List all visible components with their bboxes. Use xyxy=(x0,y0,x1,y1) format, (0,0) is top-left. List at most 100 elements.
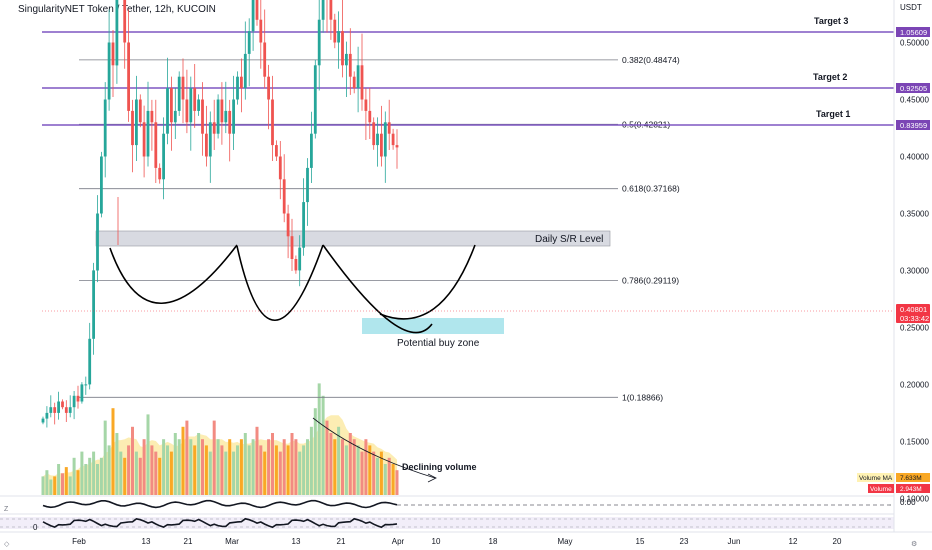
candle-body xyxy=(181,76,185,100)
volume-bar xyxy=(286,445,290,495)
candle-body xyxy=(352,76,356,89)
candle-body xyxy=(154,122,158,168)
volume-bar xyxy=(119,451,123,495)
fib-level-label: 1(0.18866) xyxy=(622,392,663,402)
candle-body xyxy=(286,213,290,237)
candle-body xyxy=(232,99,235,134)
candle-body xyxy=(337,31,340,43)
oscillator-line-1 xyxy=(42,499,398,509)
candle-body xyxy=(271,99,274,146)
volume-bar xyxy=(379,451,383,495)
price-axis[interactable]: 0.950000.900000.850000.800000.750000.700… xyxy=(33,0,929,550)
candle-body xyxy=(348,53,352,77)
volume-bar xyxy=(103,420,107,495)
buy-zone-label: Potential buy zone xyxy=(397,338,480,349)
countdown-value: 03:33:42 xyxy=(900,314,929,323)
declining-volume-arrow xyxy=(312,417,436,479)
fib-level-label: 0.618(0.37168) xyxy=(622,184,680,194)
volume-bar xyxy=(88,457,92,495)
volume-bar xyxy=(274,445,278,495)
volume-bar xyxy=(348,433,352,495)
target-price-value: 0.92505 xyxy=(900,84,927,93)
candle-body xyxy=(313,65,317,134)
volume-bar xyxy=(142,439,146,495)
time-tick-label: May xyxy=(557,537,572,546)
fib-level-label: 0.786(0.29119) xyxy=(622,276,679,286)
oscillator-line-2 xyxy=(42,517,398,529)
arc-right-down xyxy=(322,244,433,334)
volume-bar xyxy=(372,451,376,495)
volume-bar xyxy=(127,445,131,495)
candle-body xyxy=(368,110,372,123)
time-tick-label: 10 xyxy=(432,537,441,546)
target-price-value: 0.83959 xyxy=(900,121,927,130)
volume-ma-label: Volume MA xyxy=(859,475,893,482)
candle-body xyxy=(208,122,212,157)
volume-bar xyxy=(294,439,298,495)
zoom-icon[interactable]: Z xyxy=(4,506,9,513)
volume-bar xyxy=(49,479,53,495)
candle-body xyxy=(329,0,333,20)
volume-bar xyxy=(99,457,103,495)
volume-bar xyxy=(290,433,294,495)
volume-bar xyxy=(247,445,251,495)
volume-value: 2.943M xyxy=(900,486,922,493)
candle-body xyxy=(146,110,150,157)
volume-bar xyxy=(298,451,302,495)
volume-bar xyxy=(41,476,45,495)
volume-bar xyxy=(208,451,212,495)
volume-bar xyxy=(368,445,372,495)
time-axis[interactable]: Feb 13 21 Mar 13 21 Apr 10 18 May 15 23 Jun 12 20 xyxy=(72,537,842,546)
candles xyxy=(41,0,399,428)
volume-bar xyxy=(173,433,177,495)
candle-body xyxy=(131,110,134,146)
volume-bar xyxy=(337,426,341,495)
candle-body xyxy=(310,133,313,168)
volume-bar xyxy=(96,464,99,495)
settings-icon[interactable]: ⚙ xyxy=(911,540,917,548)
volume-bar xyxy=(169,451,173,495)
volume-bar xyxy=(68,476,72,495)
candle-body xyxy=(45,412,49,419)
volume-bar xyxy=(395,470,399,495)
volume-bar xyxy=(53,476,57,495)
candle-body xyxy=(224,110,228,123)
candle-body xyxy=(364,99,368,111)
candle-body xyxy=(84,384,88,386)
volume-bar xyxy=(309,426,313,495)
candle-body xyxy=(72,395,76,408)
collapse-icon[interactable]: ◇ xyxy=(4,541,10,548)
candle-body xyxy=(263,42,267,77)
volume-bar xyxy=(267,439,271,495)
oscillator-panes xyxy=(0,495,894,529)
volume-bar xyxy=(181,426,185,495)
target-label: Target 2 xyxy=(813,72,847,82)
candle-body xyxy=(166,88,169,134)
volume-bar xyxy=(193,445,197,495)
candle-body xyxy=(189,88,193,123)
volume-bar xyxy=(154,451,158,495)
volume-bar xyxy=(57,464,61,495)
price-tick-label: 0.15000 xyxy=(900,437,929,446)
candle-body xyxy=(306,167,309,203)
candle-body xyxy=(197,99,200,111)
candle-body xyxy=(275,145,278,157)
candle-body xyxy=(185,99,189,123)
candle-body xyxy=(173,110,177,123)
candle-body xyxy=(282,179,286,214)
volume-bar xyxy=(216,439,220,495)
candle-body xyxy=(57,401,60,413)
candle-body xyxy=(135,99,138,146)
volume-bar xyxy=(185,420,189,495)
volume-bar xyxy=(107,445,111,495)
volume-bar xyxy=(313,408,317,495)
volume-bar xyxy=(228,439,232,495)
candle-body xyxy=(64,407,68,413)
time-tick-label: 18 xyxy=(489,537,498,546)
time-tick-label: 23 xyxy=(680,537,689,546)
volume-label: Volume xyxy=(870,486,892,493)
volume-bar xyxy=(84,464,88,495)
target-price-value: 1.05609 xyxy=(900,28,927,37)
candle-body xyxy=(243,53,247,89)
